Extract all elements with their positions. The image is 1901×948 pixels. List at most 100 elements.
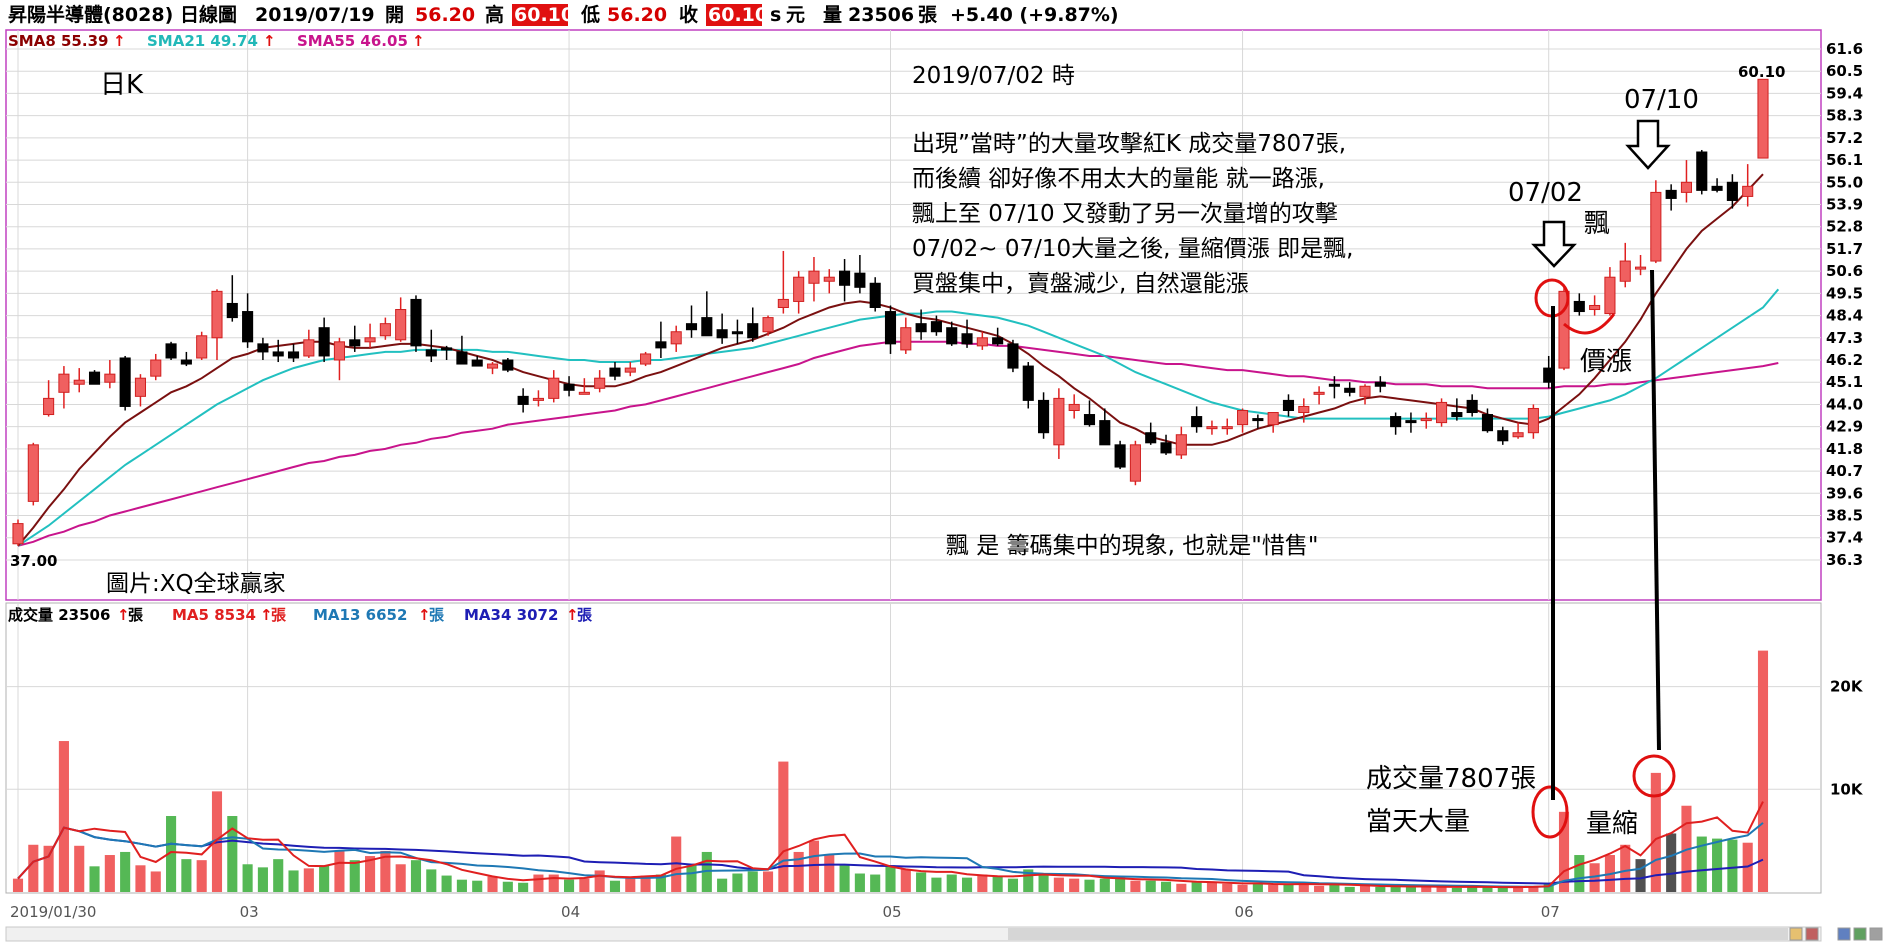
toolbar-icons[interactable] [1789,927,1883,941]
price-tick-label: 49.5 [1826,284,1863,302]
volume-bar [1574,855,1585,892]
candle-body [1619,260,1631,282]
volume-bar [1069,878,1080,892]
volume-bar [410,860,422,892]
volume-bar [120,851,131,892]
candle-body [1696,151,1708,191]
volume-bar [671,836,682,892]
date-tick-label: 05 [883,903,902,921]
date-axis: 2019/01/30 03 04 05 06 07 [10,903,1560,921]
volume-bar [1237,884,1248,892]
volume-bar [717,878,728,892]
price-tick-label: 55.0 [1826,173,1863,191]
volume-bar [288,870,299,892]
volume-bar [1589,863,1600,892]
high-value: 60.10 [514,4,574,26]
volume-bar [1467,885,1478,892]
volume-bar [579,878,590,892]
volume-bar [104,855,115,892]
candle-body [1604,276,1616,315]
candle-body [226,302,238,319]
candle-body [333,341,345,361]
volume-bar [1375,886,1386,892]
unit: 元 [786,4,805,26]
candle-body [1252,418,1264,422]
volume-bar [135,865,146,892]
vol-shrink-label: 量縮 [1586,809,1638,839]
body-line-1: 出現”當時”的大量攻擊紅K 成交量7807張, [912,131,1346,157]
price-tick-label: 58.3 [1826,107,1863,125]
volume-ma-lines [17,801,1764,889]
candle-body [1757,78,1769,159]
volume-bar [1558,811,1570,892]
candle-body [1573,300,1585,313]
volume-bar [487,876,498,892]
candle-body [1022,365,1034,401]
legend-volume: 成交量 23506 [8,606,110,624]
layout-icon[interactable] [1853,927,1867,941]
candle-body [119,357,131,407]
legend-sma8-arrow: ↑ [113,32,126,50]
price-tick-label: 38.5 [1826,507,1863,525]
volume-bar [564,879,575,892]
candle-body [1359,385,1371,397]
scrollbar-thumb[interactable] [1008,928,1788,940]
candle-body [180,359,192,365]
volume-bar [1314,885,1325,892]
stock-name: 昇陽半導體(8028) [8,3,173,26]
price-tick-label: 36.3 [1826,551,1863,569]
volume-bar [548,874,559,892]
candle-body [502,359,514,371]
candle-body [1589,304,1601,311]
price-tick-label: 41.8 [1826,440,1863,458]
volume-bar [778,761,789,892]
volume-bar [1513,886,1524,892]
candle-body [1344,387,1356,393]
volume-bar [1528,886,1539,892]
candle-body [808,270,820,284]
candle-body [670,331,682,345]
zoom-icon[interactable] [1789,927,1803,941]
volume-bar [1298,882,1309,892]
volume-bar [1283,883,1294,892]
legend-ma34-unit: 張 [577,606,593,624]
volume-bar [824,855,835,892]
legend-ma13: MA13 6652 [313,606,407,624]
scale-icon[interactable] [1837,927,1851,941]
volume-bar [854,873,865,892]
volume-bar [227,816,238,892]
connector-0710 [1650,269,1661,751]
candle-body [1481,414,1494,432]
candle-body [12,523,24,545]
volume-bar [43,845,54,892]
candle-body [609,367,621,377]
candle-body [532,397,544,401]
volume-bar [89,866,100,892]
candles [12,78,1769,546]
legend-volume-arrow: ↑ [117,606,130,624]
candle-body [1313,391,1325,395]
color-icon[interactable] [1805,927,1819,941]
legend-sma21-arrow: ↑ [263,32,276,50]
candle-body [685,323,698,331]
body-line-5: 買盤集中，賣盤減少, 自然還能漲 [912,271,1249,297]
candle-body [1466,399,1478,414]
price-tick-label: 37.4 [1826,529,1863,547]
price-up-curve [1563,313,1616,335]
legend-ma13-unit: 張 [429,606,445,624]
candle-body [1007,343,1019,369]
price-up-label: 價漲 [1580,347,1632,377]
volume-bar [946,874,957,892]
volume-bar [1344,886,1355,892]
settings-icon[interactable] [1869,927,1883,941]
candle-body [1374,381,1386,387]
open-label: 開 [385,4,404,26]
volume-bar [793,851,804,892]
candle-body [961,333,973,345]
volume-bar [900,869,911,892]
chart-kind: 日線圖 [180,3,237,26]
candle-body [1160,442,1172,454]
candle-body [486,363,499,369]
candle-body [762,317,774,333]
candle-body [992,337,1004,345]
